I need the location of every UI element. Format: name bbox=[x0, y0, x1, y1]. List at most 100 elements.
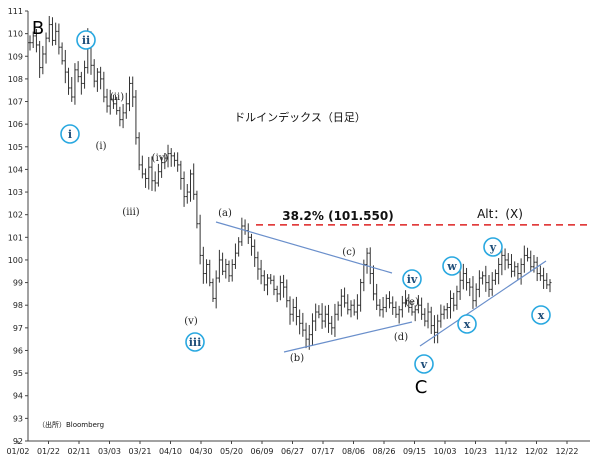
wave-label-minor: (iv) bbox=[152, 153, 169, 164]
price-bar bbox=[452, 292, 456, 312]
wave-circle-text: i bbox=[68, 128, 72, 141]
price-bar bbox=[137, 132, 141, 171]
wave-circle-outline bbox=[60, 124, 80, 144]
price-bar bbox=[535, 256, 539, 282]
x-tick-label: 06/27 bbox=[281, 447, 304, 456]
x-tick-label: 07/17 bbox=[311, 447, 334, 456]
price-bar bbox=[359, 278, 363, 312]
price-bar bbox=[198, 214, 202, 265]
price-bar bbox=[282, 274, 286, 298]
wave-circle-text: x bbox=[464, 318, 471, 331]
x-tick-label: 08/26 bbox=[372, 447, 395, 456]
price-bar bbox=[448, 290, 452, 319]
price-bar bbox=[188, 169, 192, 202]
price-bar bbox=[343, 287, 347, 308]
price-bar bbox=[423, 308, 427, 327]
price-bar bbox=[115, 96, 119, 115]
price-bar bbox=[513, 261, 517, 277]
price-bar bbox=[314, 303, 318, 332]
price-bar bbox=[285, 279, 289, 308]
wave-circle-outline bbox=[76, 30, 96, 50]
price-bar bbox=[522, 245, 526, 273]
y-tick-label: 106 bbox=[8, 120, 23, 129]
wave-circle-outline bbox=[185, 332, 205, 352]
price-bar bbox=[509, 254, 513, 278]
price-bar bbox=[227, 260, 231, 283]
price-bar bbox=[237, 237, 241, 257]
price-bar bbox=[243, 219, 247, 235]
wave-label-minor: (a) bbox=[218, 208, 232, 219]
price-bar bbox=[481, 271, 485, 285]
price-bar bbox=[124, 92, 128, 119]
price-bar bbox=[529, 250, 533, 272]
price-bar bbox=[57, 23, 61, 55]
price-bar bbox=[118, 106, 122, 127]
y-tick-label: 108 bbox=[8, 75, 23, 84]
wave-circle-text: iii bbox=[189, 336, 202, 349]
price-bar bbox=[169, 148, 173, 167]
price-bars bbox=[28, 15, 552, 350]
price-bar bbox=[160, 156, 164, 178]
y-tick-label: 97 bbox=[13, 324, 23, 333]
price-bar bbox=[484, 265, 488, 292]
x-tick-label: 02/11 bbox=[67, 447, 90, 456]
price-bar bbox=[465, 267, 469, 291]
price-bar bbox=[262, 270, 266, 292]
wave-circle-text: iv bbox=[407, 273, 418, 286]
y-tick-label: 102 bbox=[8, 211, 23, 220]
price-bar bbox=[407, 294, 411, 313]
x-tick-label: 12/02 bbox=[525, 447, 548, 456]
price-bar bbox=[256, 251, 260, 280]
wave-label-circled: w bbox=[442, 256, 462, 276]
price-bar bbox=[368, 247, 372, 285]
price-bar bbox=[230, 259, 234, 282]
wave-circle-outline bbox=[414, 354, 434, 374]
price-bar bbox=[474, 283, 478, 307]
x-tick-label: 11/12 bbox=[494, 447, 517, 456]
price-bar bbox=[378, 299, 382, 317]
source-label: （出所）Bloomberg bbox=[38, 420, 104, 429]
price-bar bbox=[38, 40, 42, 78]
price-bar bbox=[445, 303, 449, 319]
wave-label-circled: iii bbox=[185, 332, 205, 352]
price-bar bbox=[54, 22, 58, 46]
wave-circle-text: x bbox=[538, 309, 545, 322]
price-bar bbox=[291, 298, 295, 322]
price-bar bbox=[327, 304, 331, 333]
wave-label-major: B bbox=[32, 18, 44, 39]
y-tick-label: 109 bbox=[8, 52, 23, 61]
price-bar bbox=[490, 272, 494, 296]
x-tick-label: 04/30 bbox=[189, 447, 212, 456]
price-bar bbox=[455, 285, 459, 310]
wave-label-circled: ii bbox=[76, 30, 96, 50]
price-bar bbox=[172, 152, 176, 167]
price-bar bbox=[404, 290, 408, 308]
price-bar bbox=[83, 60, 87, 89]
wave-circle-outline bbox=[402, 269, 422, 289]
price-bar bbox=[349, 300, 353, 318]
wave-label-major: C bbox=[415, 377, 428, 398]
price-bar bbox=[150, 156, 154, 191]
price-bar bbox=[516, 262, 520, 280]
price-bar bbox=[301, 312, 305, 337]
price-bar bbox=[355, 294, 359, 320]
y-tick-label: 94 bbox=[13, 392, 23, 401]
wave-circle-text: v bbox=[420, 358, 428, 371]
price-bar bbox=[278, 275, 282, 301]
price-bar bbox=[493, 269, 497, 285]
price-bar bbox=[336, 301, 340, 321]
price-bar bbox=[304, 322, 308, 349]
price-bar bbox=[28, 35, 32, 51]
y-tick-label: 110 bbox=[8, 30, 23, 39]
y-tick-label: 105 bbox=[8, 143, 23, 152]
price-bar bbox=[397, 305, 401, 324]
x-tick-label: 04/10 bbox=[159, 447, 182, 456]
price-bar bbox=[487, 275, 491, 297]
price-bar bbox=[92, 59, 96, 88]
price-bar bbox=[153, 171, 157, 192]
price-bar bbox=[503, 248, 507, 271]
price-bar bbox=[179, 160, 183, 190]
price-bar bbox=[60, 42, 64, 65]
price-bar bbox=[34, 28, 38, 53]
price-bar bbox=[221, 252, 225, 276]
